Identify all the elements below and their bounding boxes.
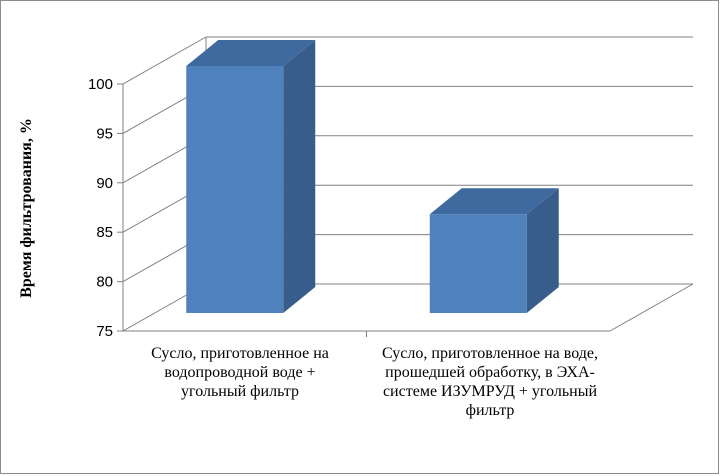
floor-right-edge [609,283,694,332]
y-tick-label-2: 90 [96,175,113,192]
y-tick-label-0: 100 [88,76,113,93]
bar-top-2 [429,188,559,215]
bar-1 [186,40,316,313]
y-axis-label: Время фильтрования, % [18,118,35,298]
bar-top-1 [186,40,316,66]
category-label-2: Сусло, приготовленное на воде, прошедшей… [382,345,598,419]
bar-front-1 [186,66,284,313]
y-tick-label-3: 85 [96,224,113,241]
bar-front-2 [429,214,527,313]
bar-side-1 [283,40,316,313]
category-label-1: Сусло, приготовленное на водопроводной в… [151,345,329,400]
bar-2 [429,188,559,313]
y-tick-label-1: 95 [96,125,113,142]
bar-layer [186,40,559,313]
gridline-side-0 [122,36,207,85]
y-tick-label-5: 75 [96,323,113,340]
tick-layer: 100 95 90 85 80 75 [88,76,367,340]
y-tick-label-4: 80 [96,274,113,291]
bar-side-2 [526,188,559,313]
